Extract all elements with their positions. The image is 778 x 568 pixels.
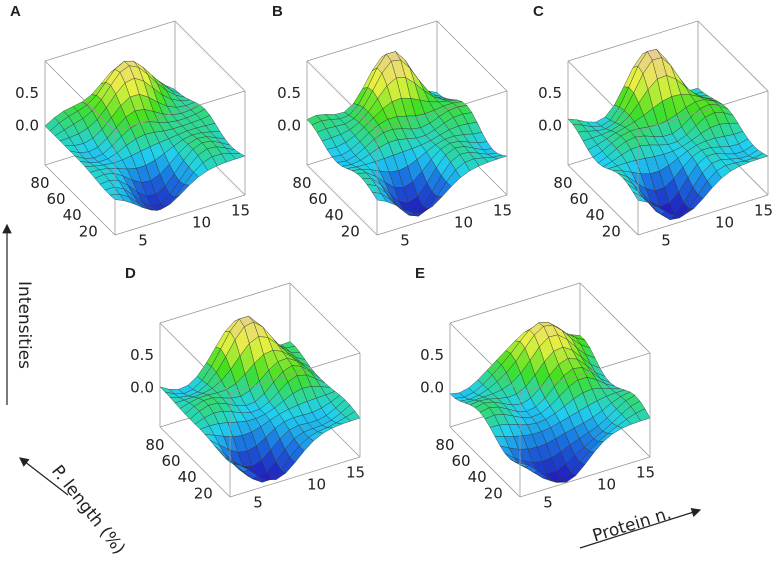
z-tick-label: 0.0 — [15, 117, 39, 135]
box-edge — [376, 194, 508, 236]
panel-label: E — [415, 265, 425, 282]
y-axis-title: P. length (%) — [47, 462, 129, 559]
x-tick-label: 10 — [192, 214, 211, 232]
box-edge — [567, 164, 639, 236]
box-edge — [306, 164, 378, 236]
y-axis-arrow — [19, 457, 69, 496]
y-tick-label: 60 — [309, 190, 328, 208]
x-tick-label: 5 — [400, 232, 410, 250]
box-edge — [519, 352, 651, 394]
x-tick-label: 15 — [754, 202, 773, 220]
y-tick-label: 80 — [435, 436, 454, 454]
panel-label: B — [272, 3, 283, 20]
z-tick-label: 0.5 — [15, 84, 39, 102]
x-tick-label: 15 — [346, 464, 365, 482]
y-tick-label: 60 — [47, 190, 66, 208]
surface-cell — [514, 461, 530, 467]
surface-cell — [224, 457, 240, 466]
x-tick-label: 15 — [231, 202, 250, 220]
x-axis-title: Protein n. — [590, 504, 673, 547]
box-edge — [229, 456, 361, 498]
y-tick-label: 20 — [341, 222, 360, 240]
surface-cell — [109, 193, 125, 201]
y-tick-label: 80 — [553, 174, 572, 192]
y-tick-label: 40 — [178, 468, 197, 486]
surface-cell — [371, 191, 387, 202]
z-tick-label: 0.5 — [538, 84, 562, 102]
box-edge — [519, 456, 651, 498]
box-edge — [44, 20, 176, 62]
box-edge — [114, 90, 246, 132]
x-tick-label: 15 — [636, 464, 655, 482]
z-tick-label: 0.0 — [277, 117, 301, 135]
box-edge — [306, 60, 378, 132]
box-edge — [449, 426, 521, 498]
box-edge — [174, 20, 246, 92]
panel-label: A — [10, 3, 21, 20]
z-tick-label: 0.0 — [420, 379, 444, 397]
z-axis-title: Intensities — [14, 281, 34, 369]
box-edge — [697, 20, 769, 92]
surface-cell — [632, 191, 648, 203]
box-edge — [44, 164, 116, 236]
z-tick-label: 0.5 — [130, 346, 154, 364]
box-edge — [376, 90, 508, 132]
y-tick-label: 20 — [484, 484, 503, 502]
y-tick-label: 80 — [292, 174, 311, 192]
y-tick-label: 40 — [325, 206, 344, 224]
box-edge — [579, 282, 651, 354]
x-tick-label: 10 — [307, 476, 326, 494]
box-edge — [449, 282, 581, 324]
z-tick-label: 0.0 — [538, 117, 562, 135]
y-tick-label: 20 — [602, 222, 621, 240]
x-tick-label: 5 — [543, 494, 553, 512]
y-tick-label: 40 — [63, 206, 82, 224]
box-edge — [567, 60, 639, 132]
y-tick-label: 20 — [194, 484, 213, 502]
box-edge — [637, 194, 769, 236]
box-edge — [436, 20, 508, 92]
box-edge — [306, 20, 438, 62]
box-edge — [159, 322, 231, 394]
y-tick-label: 20 — [79, 222, 98, 240]
z-tick-label: 0.5 — [277, 84, 301, 102]
x-tick-label: 10 — [454, 214, 473, 232]
box-edge — [229, 352, 361, 394]
x-axis-arrow — [579, 507, 702, 549]
y-tick-label: 40 — [586, 206, 605, 224]
box-edge — [449, 322, 521, 394]
y-tick-label: 80 — [30, 174, 49, 192]
box-edge — [159, 282, 291, 324]
x-tick-label: 15 — [493, 202, 512, 220]
panel-label: C — [533, 3, 544, 20]
box-edge — [114, 194, 246, 236]
x-tick-label: 5 — [138, 232, 148, 250]
y-tick-label: 40 — [468, 468, 487, 486]
y-tick-label: 80 — [145, 436, 164, 454]
x-tick-label: 5 — [253, 494, 263, 512]
x-tick-label: 5 — [661, 232, 671, 250]
z-tick-label: 0.0 — [130, 379, 154, 397]
box-edge — [567, 20, 699, 62]
box-edge — [289, 282, 361, 354]
y-tick-label: 60 — [162, 452, 181, 470]
x-tick-label: 10 — [715, 214, 734, 232]
box-edge — [637, 90, 769, 132]
y-tick-label: 60 — [570, 190, 589, 208]
panel-label: D — [125, 265, 136, 282]
x-tick-label: 10 — [597, 476, 616, 494]
box-edge — [159, 426, 231, 498]
y-tick-label: 60 — [452, 452, 471, 470]
z-tick-label: 0.5 — [420, 346, 444, 364]
box-edge — [44, 60, 116, 132]
